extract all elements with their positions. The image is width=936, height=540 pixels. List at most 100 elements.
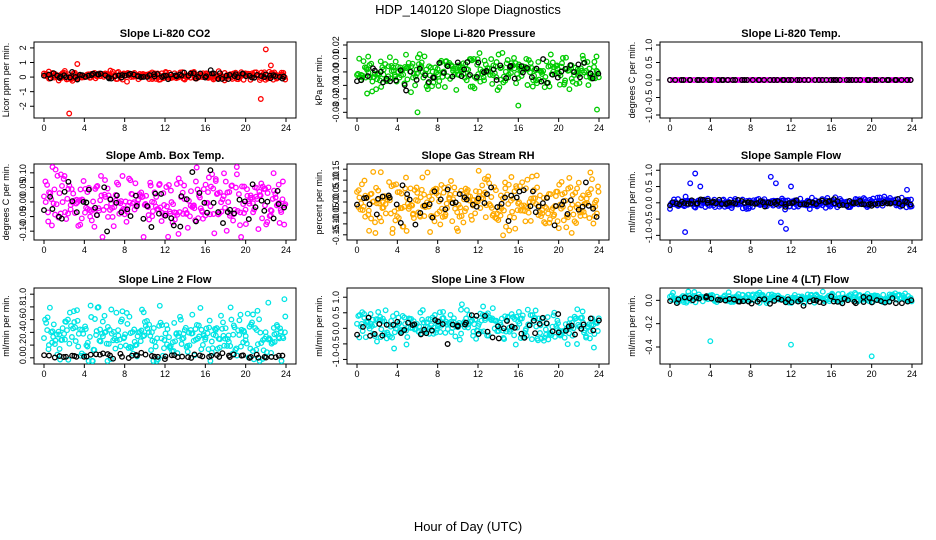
- data-point: [403, 51, 409, 58]
- data-point: [84, 339, 91, 346]
- data-point: [179, 353, 186, 360]
- y-tick-label: -1.0: [644, 228, 654, 244]
- data-point: [63, 74, 70, 81]
- data-point: [585, 202, 592, 209]
- data-point: [574, 185, 581, 192]
- data-point: [463, 196, 470, 203]
- data-point: [413, 184, 420, 191]
- data-point: [708, 77, 714, 83]
- y-tick-label: -2: [18, 102, 28, 110]
- data-point: [106, 75, 112, 82]
- data-point: [518, 63, 525, 70]
- data-point: [281, 329, 288, 336]
- data-point: [474, 198, 481, 205]
- data-point: [402, 320, 409, 327]
- data-point: [417, 331, 424, 338]
- data-point: [449, 73, 456, 80]
- data-point: [543, 204, 550, 211]
- x-tick-label: 0: [41, 245, 46, 255]
- data-point: [212, 332, 219, 339]
- data-point: [413, 66, 420, 73]
- data-point: [375, 195, 382, 202]
- data-point: [568, 229, 575, 236]
- y-axis-label: ml/min per min.: [627, 295, 637, 357]
- data-point: [872, 201, 879, 208]
- data-point: [255, 354, 262, 361]
- data-point: [207, 167, 214, 174]
- y-tick-label: -0.2: [644, 316, 654, 332]
- panel-8: Slope Line 3 Flow ml/min per min. 0 4 8 12 16 2…: [314, 274, 610, 379]
- data-point: [687, 200, 694, 207]
- data-point: [793, 197, 800, 204]
- data-point: [416, 323, 423, 330]
- data-point: [458, 330, 465, 337]
- data-point: [83, 199, 90, 206]
- x-tick-label: 0: [354, 369, 359, 379]
- data-point: [562, 327, 569, 334]
- data-point: [85, 186, 92, 193]
- data-point: [574, 341, 580, 347]
- data-point: [429, 214, 436, 221]
- outlier-point: [772, 180, 779, 187]
- x-tick-label: 8: [435, 369, 440, 379]
- y-tick-label: -0.05: [331, 203, 341, 224]
- y-tick-label: 1.0: [644, 39, 654, 52]
- data-point: [105, 213, 111, 220]
- data-point: [454, 209, 461, 216]
- data-point: [108, 75, 115, 82]
- data-point: [579, 203, 586, 210]
- data-point: [461, 66, 468, 73]
- x-tick-label: 16: [826, 369, 836, 379]
- x-tick-label: 24: [594, 123, 604, 133]
- data-point: [86, 333, 93, 340]
- data-point: [173, 330, 180, 337]
- data-point: [84, 343, 91, 350]
- data-point: [397, 67, 404, 74]
- data-point: [424, 86, 431, 93]
- data-point: [797, 296, 804, 303]
- outlier-point: [594, 106, 600, 113]
- data-point: [246, 200, 253, 207]
- data-point: [140, 234, 147, 240]
- data-point: [564, 214, 571, 221]
- data-point: [571, 69, 578, 76]
- y-axis-label: degrees C per min.: [627, 42, 637, 119]
- y-tick-label: 0.15: [331, 160, 341, 178]
- x-tick-label: 20: [867, 123, 877, 133]
- data-point: [423, 66, 430, 73]
- data-point: [74, 76, 81, 83]
- data-point: [586, 215, 593, 222]
- data-point: [243, 73, 249, 80]
- data-point: [249, 200, 256, 207]
- data-point: [473, 74, 480, 80]
- y-tick-label: -0.5: [331, 336, 341, 352]
- data-point: [539, 210, 546, 217]
- data-point: [458, 306, 464, 313]
- data-point: [691, 289, 698, 295]
- data-point: [379, 332, 386, 339]
- data-point: [368, 190, 375, 197]
- series-selected: [41, 67, 287, 83]
- data-point: [94, 183, 101, 189]
- data-point: [418, 59, 425, 66]
- data-point: [475, 59, 482, 66]
- data-point: [538, 78, 545, 85]
- data-point: [564, 341, 571, 348]
- data-point: [564, 211, 571, 217]
- data-point: [499, 49, 506, 56]
- x-tick-label: 8: [748, 369, 753, 379]
- data-point: [555, 320, 561, 327]
- data-point: [504, 57, 511, 63]
- data-point: [454, 322, 461, 329]
- y-tick-label: -1.0: [644, 107, 654, 123]
- series-selected: [667, 196, 914, 210]
- data-point: [532, 307, 539, 314]
- data-point: [514, 207, 521, 214]
- data-point: [138, 74, 144, 80]
- panel-title: Slope Line 4 (LT) Flow: [733, 274, 849, 286]
- data-point: [458, 301, 465, 308]
- data-point: [421, 202, 428, 209]
- data-point: [865, 77, 872, 83]
- data-point: [447, 191, 454, 198]
- data-point: [419, 174, 426, 181]
